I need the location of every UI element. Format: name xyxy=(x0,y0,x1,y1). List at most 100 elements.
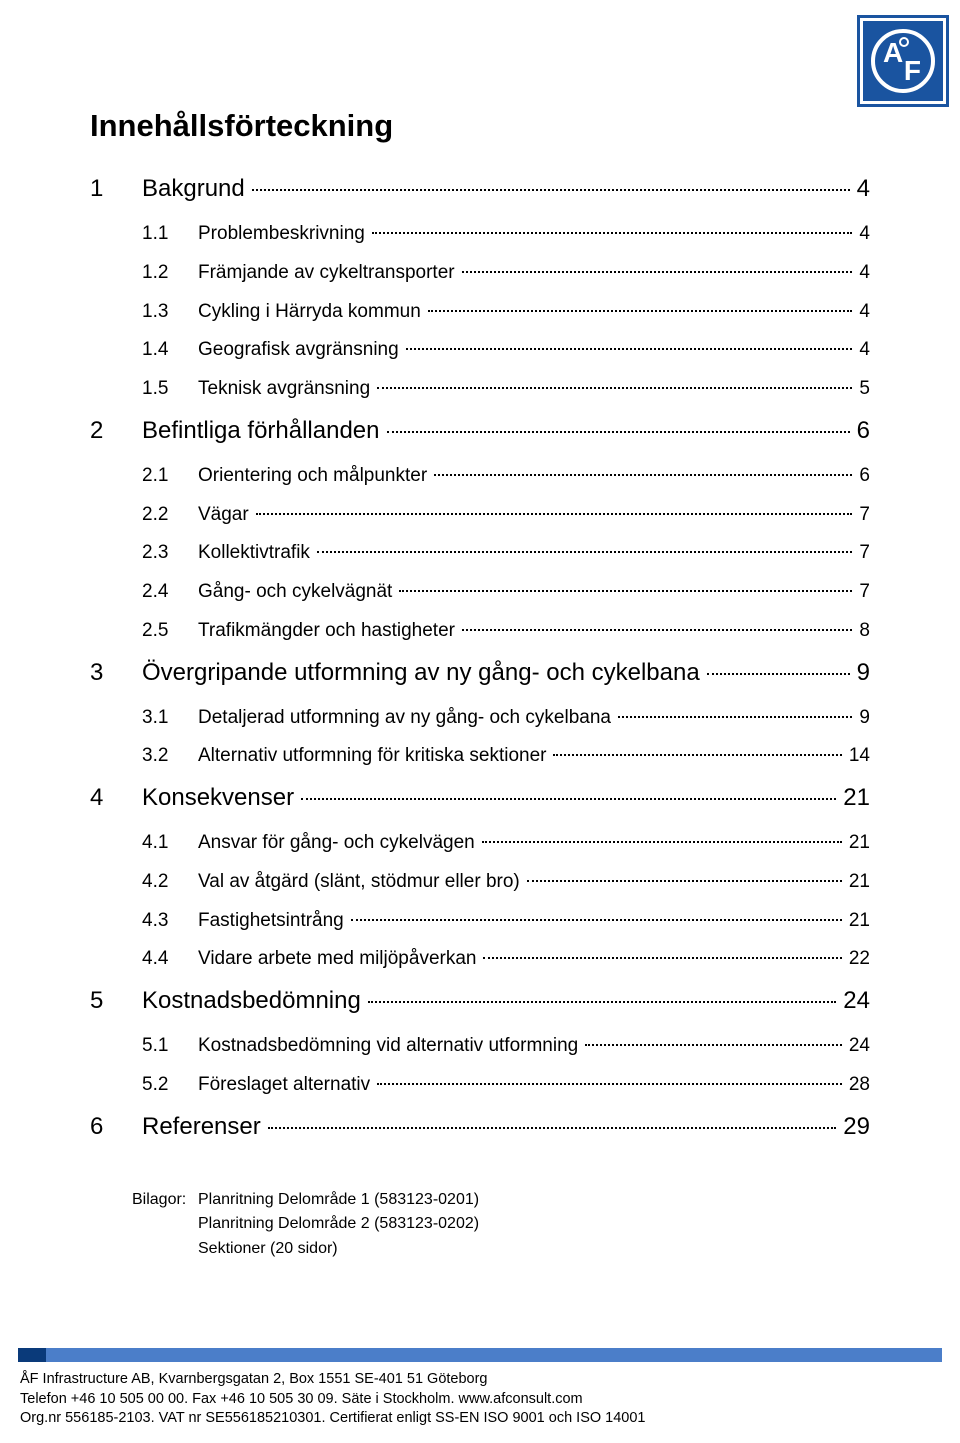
attachment-item: Sektioner (20 sidor) xyxy=(198,1237,338,1262)
toc-entry-page: 4 xyxy=(855,338,870,362)
footer-line: Telefon +46 10 505 00 00. Fax +46 10 505… xyxy=(20,1390,940,1410)
toc-leader-dots xyxy=(406,348,853,350)
toc-entry-page: 22 xyxy=(845,947,870,971)
attachments-lead: Bilagor: xyxy=(132,1188,198,1213)
toc-entry-page: 4 xyxy=(855,222,870,246)
footer-bar-seg2 xyxy=(46,1348,942,1362)
logo-letter-f: F xyxy=(904,57,921,85)
toc-entry-number: 3.2 xyxy=(142,744,198,768)
toc-entry-number: 1.5 xyxy=(142,377,198,401)
toc-entry-label: Vägar xyxy=(198,503,253,527)
toc-entry-label: Befintliga förhållanden xyxy=(142,416,384,446)
toc-leader-dots xyxy=(268,1127,837,1129)
toc-entry-page: 21 xyxy=(845,831,870,855)
toc-entry-l2: 2.4Gång- och cykelvägnät7 xyxy=(142,580,870,604)
toc-entry-number: 5.2 xyxy=(142,1073,198,1097)
toc-entry-l1: 5Kostnadsbedömning24 xyxy=(90,986,870,1016)
toc-leader-dots xyxy=(707,673,850,675)
toc-entry-label: Främjande av cykeltransporter xyxy=(198,261,459,285)
toc-entry-number: 6 xyxy=(90,1112,142,1142)
toc-leader-dots xyxy=(618,716,852,718)
toc-entry-l2: 5.1Kostnadsbedömning vid alternativ utfo… xyxy=(142,1034,870,1058)
toc-entry-number: 2.4 xyxy=(142,580,198,604)
toc-entry-l2: 4.1Ansvar för gång- och cykelvägen21 xyxy=(142,831,870,855)
toc-entry-l2: 3.2Alternativ utformning för kritiska se… xyxy=(142,744,870,768)
toc-entry-label: Kostnadsbedömning xyxy=(142,986,365,1016)
toc-entry-number: 1.1 xyxy=(142,222,198,246)
toc-entry-page: 5 xyxy=(855,377,870,401)
toc-leader-dots xyxy=(377,387,852,389)
toc-entry-l2: 2.2Vägar 7 xyxy=(142,503,870,527)
toc-entry-label: Fastighetsintrång xyxy=(198,909,348,933)
toc-entry-label: Bakgrund xyxy=(142,174,249,204)
footer-text: ÅF Infrastructure AB, Kvarnbergsgatan 2,… xyxy=(0,1368,960,1443)
toc-entry-label: Cykling i Härryda kommun xyxy=(198,300,425,324)
toc-leader-dots xyxy=(387,431,850,433)
toc-entry-number: 1.3 xyxy=(142,300,198,324)
toc-entry-l1: 2Befintliga förhållanden6 xyxy=(90,416,870,446)
toc-entry-number: 1 xyxy=(90,174,142,204)
toc-leader-dots xyxy=(317,551,853,553)
toc-entry-page: 6 xyxy=(855,464,870,488)
toc-entry-l2: 2.5Trafikmängder och hastigheter8 xyxy=(142,619,870,643)
toc-leader-dots xyxy=(483,957,841,959)
toc-entry-label: Övergripande utformning av ny gång- och … xyxy=(142,658,704,688)
table-of-contents: 1Bakgrund 4 1.1Problembeskrivning 4 1.2Främj… xyxy=(90,174,870,1142)
toc-entry-label: Referenser xyxy=(142,1112,265,1142)
toc-leader-dots xyxy=(372,232,853,234)
toc-entry-page: 14 xyxy=(845,744,870,768)
toc-entry-l2: 1.1Problembeskrivning 4 xyxy=(142,222,870,246)
toc-entry-number: 4.3 xyxy=(142,909,198,933)
toc-leader-dots xyxy=(462,629,852,631)
toc-leader-dots xyxy=(377,1083,842,1085)
toc-entry-label: Geografisk avgränsning xyxy=(198,338,403,362)
toc-leader-dots xyxy=(585,1044,842,1046)
toc-entry-l1: 3Övergripande utformning av ny gång- och… xyxy=(90,658,870,688)
toc-leader-dots xyxy=(553,754,841,756)
footer-accent-bar xyxy=(18,1348,942,1362)
toc-entry-page: 4 xyxy=(855,300,870,324)
toc-entry-label: Vidare arbete med miljöpåverkan xyxy=(198,947,480,971)
page: A F Innehållsförteckning 1Bakgrund41.1Pr… xyxy=(0,0,960,1443)
toc-leader-dots xyxy=(527,880,842,882)
toc-entry-l2: 2.3Kollektivtrafik7 xyxy=(142,541,870,565)
toc-leader-dots xyxy=(434,474,852,476)
toc-entry-label: Problembeskrivning xyxy=(198,222,369,246)
toc-entry-number: 1.4 xyxy=(142,338,198,362)
toc-entry-page: 21 xyxy=(839,783,870,813)
toc-leader-dots xyxy=(368,1001,836,1003)
toc-leader-dots xyxy=(482,841,842,843)
toc-entry-l2: 1.5Teknisk avgränsning 5 xyxy=(142,377,870,401)
toc-entry-page: 24 xyxy=(845,1034,870,1058)
toc-entry-number: 2.5 xyxy=(142,619,198,643)
toc-entry-number: 3.1 xyxy=(142,706,198,730)
toc-entry-number: 4.2 xyxy=(142,870,198,894)
toc-entry-label: Alternativ utformning för kritiska sekti… xyxy=(198,744,550,768)
toc-entry-number: 5 xyxy=(90,986,142,1016)
toc-entry-label: Föreslaget alternativ xyxy=(198,1073,374,1097)
toc-entry-l2: 5.2Föreslaget alternativ28 xyxy=(142,1073,870,1097)
toc-leader-dots xyxy=(252,189,850,191)
attachments-block: Bilagor: Planritning Delområde 1 (583123… xyxy=(90,1188,870,1262)
toc-entry-page: 7 xyxy=(855,503,870,527)
toc-entry-l2: 1.4Geografisk avgränsning 4 xyxy=(142,338,870,362)
toc-entry-number: 4 xyxy=(90,783,142,813)
toc-entry-l2: 1.3Cykling i Härryda kommun 4 xyxy=(142,300,870,324)
toc-leader-dots xyxy=(399,590,852,592)
page-footer: ÅF Infrastructure AB, Kvarnbergsgatan 2,… xyxy=(0,1348,960,1443)
toc-entry-number: 2.2 xyxy=(142,503,198,527)
toc-entry-l2: 3.1Detaljerad utformning av ny gång- och… xyxy=(142,706,870,730)
toc-entry-l2: 1.2Främjande av cykeltransporter4 xyxy=(142,261,870,285)
toc-entry-l2: 2.1Orientering och målpunkter6 xyxy=(142,464,870,488)
footer-line: ÅF Infrastructure AB, Kvarnbergsgatan 2,… xyxy=(20,1370,940,1390)
toc-entry-label: Val av åtgärd (slänt, stödmur eller bro) xyxy=(198,870,524,894)
toc-entry-number: 2 xyxy=(90,416,142,446)
af-logo-ring: A F xyxy=(871,29,935,93)
logo-letter-a: A xyxy=(883,39,903,67)
toc-entry-label: Teknisk avgränsning xyxy=(198,377,374,401)
toc-entry-page: 21 xyxy=(845,909,870,933)
toc-entry-page: 7 xyxy=(855,541,870,565)
toc-entry-label: Konsekvenser xyxy=(142,783,298,813)
toc-entry-l2: 4.3Fastighetsintrång 21 xyxy=(142,909,870,933)
toc-entry-l1: 4Konsekvenser 21 xyxy=(90,783,870,813)
